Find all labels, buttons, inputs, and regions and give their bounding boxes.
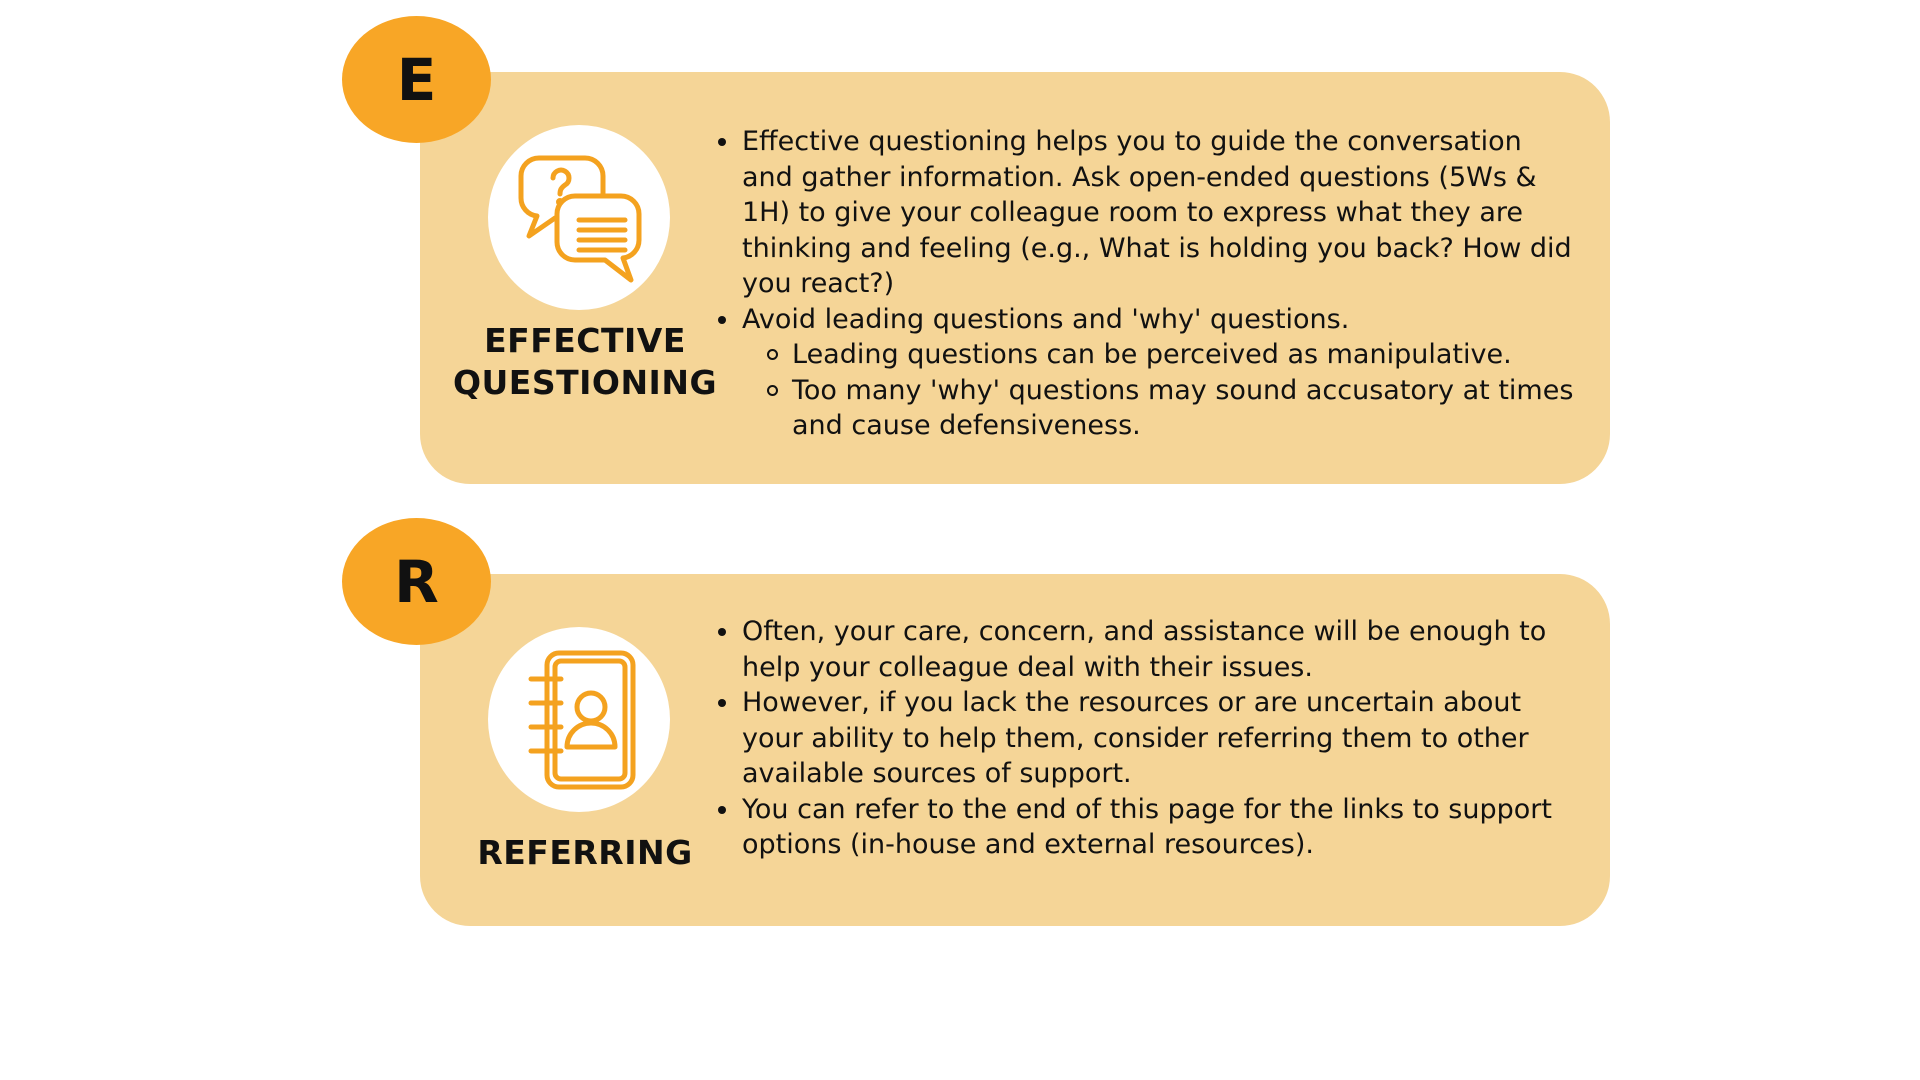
sub-list-item: Leading questions can be perceived as ma… — [767, 337, 1577, 373]
section-title-referring: REFERRING — [440, 832, 730, 874]
sub-list-item: Too many 'why' questions may sound accus… — [767, 373, 1577, 444]
sub-bullet-list: Leading questions can be perceived as ma… — [742, 337, 1577, 444]
title-line: EFFECTIVE — [484, 321, 686, 360]
list-item: Often, your care, concern, and assistanc… — [718, 614, 1577, 685]
bullet-list-referring: Often, your care, concern, and assistanc… — [718, 614, 1577, 863]
contact-book-icon — [488, 627, 670, 812]
list-item-text: Avoid leading questions and 'why' questi… — [742, 303, 1350, 335]
title-line: QUESTIONING — [452, 363, 718, 402]
list-item: However, if you lack the resources or ar… — [718, 685, 1577, 792]
section-title-effective-questioning: EFFECTIVE QUESTIONING — [440, 320, 730, 404]
list-item: You can refer to the end of this page fo… — [718, 792, 1577, 863]
letter-badge-e: E — [342, 16, 491, 143]
list-item: Effective questioning helps you to guide… — [718, 124, 1577, 302]
letter-badge-r: R — [342, 518, 491, 645]
title-line: REFERRING — [477, 833, 693, 872]
bullet-list-effective-questioning: Effective questioning helps you to guide… — [718, 124, 1577, 444]
list-item: Avoid leading questions and 'why' questi… — [718, 302, 1577, 444]
question-chat-bubbles-icon — [488, 125, 670, 310]
